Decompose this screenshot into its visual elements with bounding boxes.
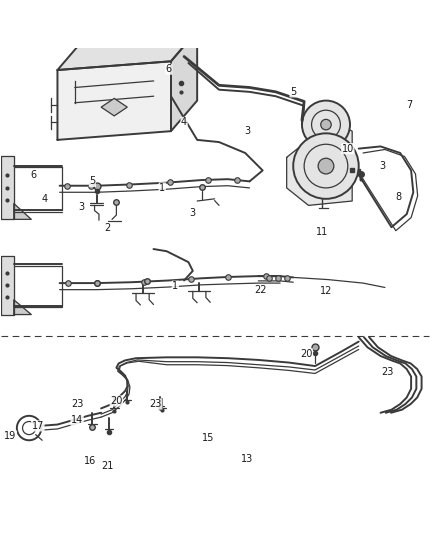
- Text: 16: 16: [84, 456, 96, 466]
- Text: 5: 5: [89, 176, 95, 187]
- Text: 23: 23: [381, 367, 393, 377]
- Text: 19: 19: [4, 431, 16, 441]
- Polygon shape: [57, 31, 197, 70]
- Text: 13: 13: [241, 455, 254, 464]
- Text: 23: 23: [71, 399, 83, 409]
- Polygon shape: [14, 204, 31, 220]
- Circle shape: [321, 119, 331, 130]
- Polygon shape: [57, 61, 171, 140]
- Polygon shape: [287, 123, 352, 205]
- Polygon shape: [14, 300, 31, 314]
- Text: 8: 8: [395, 192, 401, 201]
- Text: 3: 3: [78, 201, 85, 212]
- Circle shape: [293, 133, 359, 199]
- Text: 14: 14: [71, 415, 83, 425]
- Text: 11: 11: [315, 227, 328, 237]
- Text: 6: 6: [30, 170, 36, 180]
- Text: 1: 1: [172, 281, 178, 291]
- Circle shape: [318, 158, 334, 174]
- Text: 21: 21: [102, 462, 114, 472]
- Text: 4: 4: [41, 194, 47, 204]
- Text: 1: 1: [159, 183, 165, 193]
- Text: 5: 5: [290, 87, 297, 97]
- Text: 22: 22: [254, 285, 267, 295]
- Text: 12: 12: [320, 286, 332, 295]
- Text: 17: 17: [32, 421, 44, 431]
- Text: 3: 3: [244, 126, 251, 136]
- Text: 2: 2: [105, 223, 111, 233]
- Polygon shape: [1, 156, 14, 220]
- Text: 4: 4: [181, 117, 187, 127]
- Text: 3: 3: [380, 161, 386, 171]
- Text: 15: 15: [202, 433, 214, 442]
- Circle shape: [302, 101, 350, 149]
- Text: 23: 23: [149, 399, 162, 409]
- Polygon shape: [1, 256, 14, 314]
- Text: 20: 20: [300, 349, 312, 359]
- Text: 3: 3: [190, 208, 196, 218]
- Text: 10: 10: [342, 143, 354, 154]
- Text: 20: 20: [110, 396, 123, 406]
- Polygon shape: [171, 31, 197, 131]
- Polygon shape: [101, 99, 127, 116]
- Text: 6: 6: [166, 64, 172, 74]
- Text: 7: 7: [406, 100, 412, 110]
